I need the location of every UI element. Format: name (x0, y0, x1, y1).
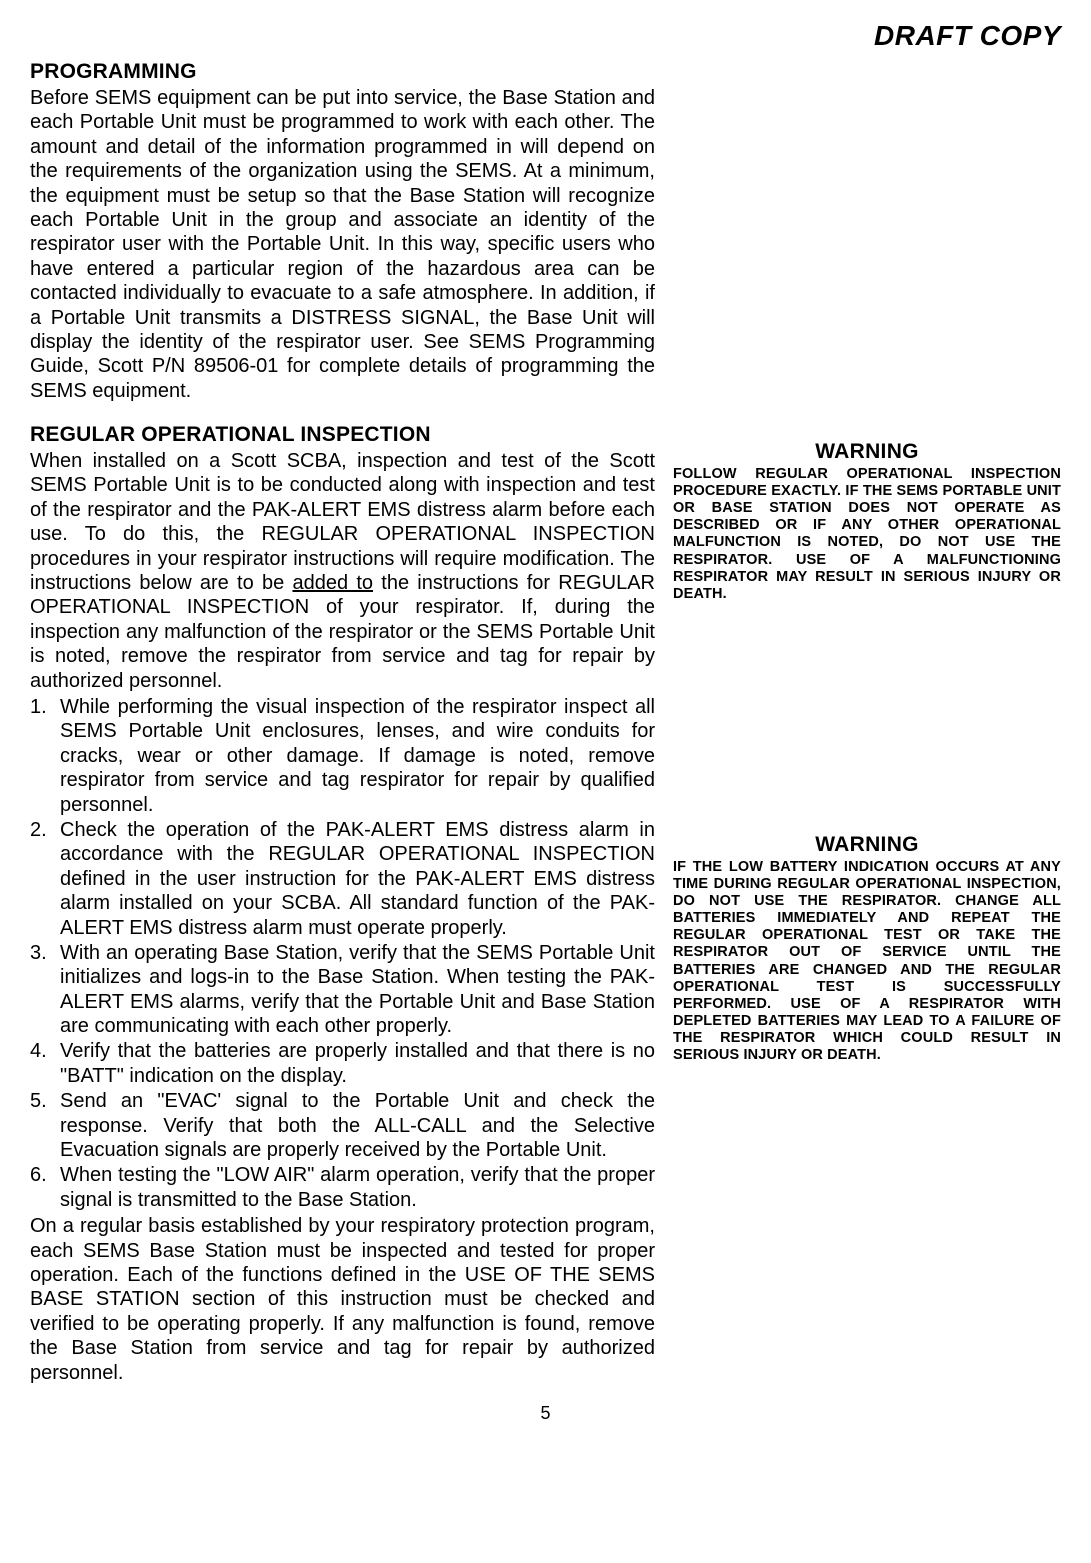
list-body: Send an "EVAC' signal to the Portable Un… (60, 1089, 655, 1162)
list-item: 1. While performing the visual inspectio… (30, 695, 655, 817)
list-item: 6. When testing the "LOW AIR" alarm oper… (30, 1163, 655, 1212)
list-body: With an operating Base Station, verify t… (60, 941, 655, 1039)
content-row: PROGRAMMING Before SEMS equipment can be… (30, 60, 1061, 1385)
sidebar-column: WARNING FOLLOW REGULAR OPERATIONAL INSPE… (673, 60, 1061, 1064)
list-item: 3. With an operating Base Station, verif… (30, 941, 655, 1039)
inspection-outro: On a regular basis established by your r… (30, 1214, 655, 1385)
warning-title: WARNING (673, 833, 1061, 857)
inspection-heading: REGULAR OPERATIONAL INSPECTION (30, 423, 655, 447)
warning-title: WARNING (673, 440, 1061, 464)
list-item: 2. Check the operation of the PAK-ALERT … (30, 818, 655, 940)
list-item: 5. Send an "EVAC' signal to the Portable… (30, 1089, 655, 1162)
inspection-intro: When installed on a Scott SCBA, inspecti… (30, 449, 655, 693)
list-number: 1. (30, 695, 60, 817)
page-number: 5 (30, 1403, 1061, 1424)
list-number: 4. (30, 1039, 60, 1088)
programming-body: Before SEMS equipment can be put into se… (30, 86, 655, 403)
warning-block: WARNING IF THE LOW BATTERY INDICATION OC… (673, 833, 1061, 1064)
list-body: When testing the "LOW AIR" alarm operati… (60, 1163, 655, 1212)
programming-heading: PROGRAMMING (30, 60, 655, 84)
warning-body: IF THE LOW BATTERY INDICATION OCCURS AT … (673, 859, 1061, 1064)
list-body: While performing the visual inspection o… (60, 695, 655, 817)
list-number: 6. (30, 1163, 60, 1212)
list-body: Verify that the batteries are properly i… (60, 1039, 655, 1088)
list-number: 5. (30, 1089, 60, 1162)
main-column: PROGRAMMING Before SEMS equipment can be… (30, 60, 655, 1385)
list-number: 2. (30, 818, 60, 940)
warning-block: WARNING FOLLOW REGULAR OPERATIONAL INSPE… (673, 440, 1061, 603)
draft-copy-header: DRAFT COPY (30, 20, 1061, 52)
inspection-intro-underlined: added to (292, 572, 373, 594)
warning-body: FOLLOW REGULAR OPERATIONAL INSPECTION PR… (673, 466, 1061, 603)
list-item: 4. Verify that the batteries are properl… (30, 1039, 655, 1088)
list-number: 3. (30, 941, 60, 1039)
list-body: Check the operation of the PAK-ALERT EMS… (60, 818, 655, 940)
